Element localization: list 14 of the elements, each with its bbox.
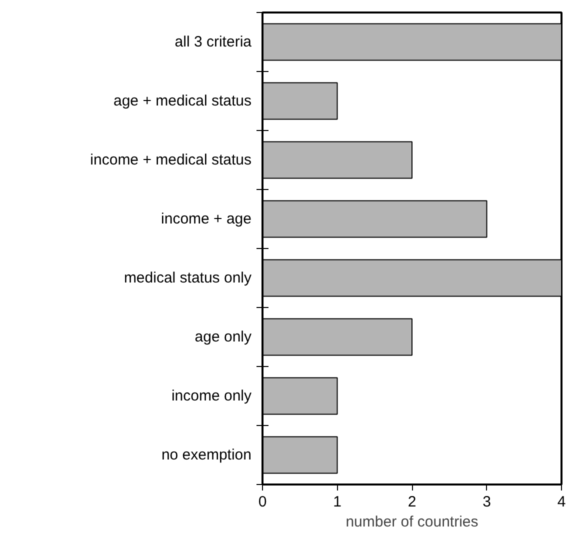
y-tick-label: age + medical status <box>114 92 252 110</box>
y-tick-label: all 3 criteria <box>174 34 252 50</box>
y-tick-label: income only <box>171 388 252 404</box>
y-tick-label: no exemption <box>161 446 252 464</box>
x-tick-label: 1 <box>333 494 342 510</box>
x-axis-title: number of countries <box>346 514 478 530</box>
x-tick-label: 0 <box>258 494 267 510</box>
x-tick-label: 2 <box>408 494 416 510</box>
y-tick-label: age only <box>194 328 252 346</box>
y-tick-label: income + medical status <box>90 152 252 168</box>
x-tick-label: 4 <box>557 494 566 510</box>
y-tick-label: medical status only <box>124 270 252 286</box>
y-tick-label: income + age <box>161 210 252 228</box>
x-tick-label: 3 <box>482 494 491 510</box>
